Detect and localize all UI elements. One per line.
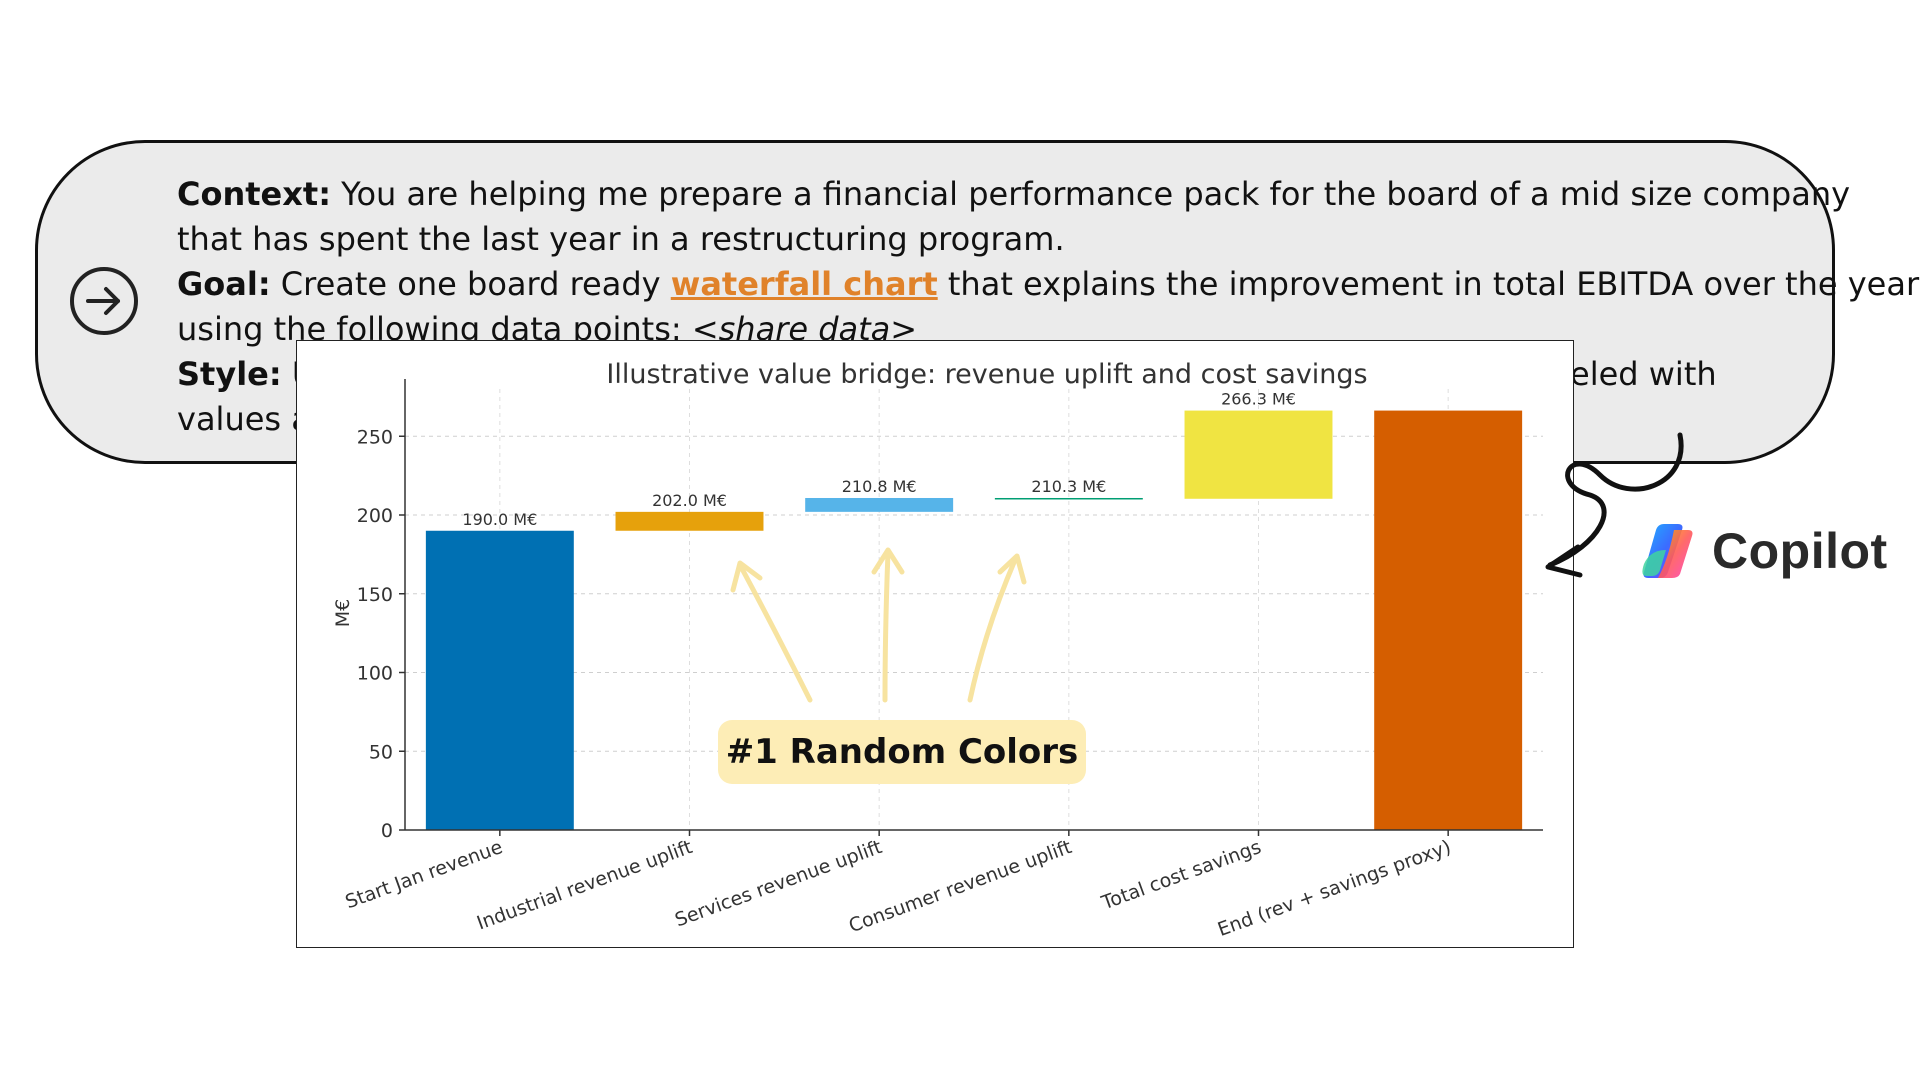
bar-value-label: 190.0 M€ [462, 510, 537, 529]
swirl-arrow-icon [1545, 432, 1684, 578]
y-tick-label: 200 [357, 505, 393, 527]
bar-3 [805, 497, 954, 512]
copilot-logo-icon [1642, 524, 1693, 578]
bar-2 [615, 511, 764, 531]
copilot-name: Copilot [1712, 523, 1888, 579]
submit-arrow-icon[interactable] [68, 265, 140, 337]
waterfall-chart: Illustrative value bridge: revenue uplif… [332, 359, 1543, 941]
chart-title: Illustrative value bridge: revenue uplif… [606, 359, 1367, 390]
context-line-2: that has spent the last year in a restru… [177, 220, 1065, 258]
y-tick-label: 250 [357, 426, 393, 448]
bar-6 [1374, 410, 1523, 830]
bar-value-label: 210.8 M€ [842, 477, 917, 496]
bar-value-label: 266.3 M€ [1221, 390, 1296, 409]
context-line-1: Context: You are helping me prepare a fi… [177, 172, 1850, 217]
goal-line-1: Goal: Create one board ready waterfall c… [177, 262, 1919, 307]
bar-value-label: 210.3 M€ [1031, 477, 1106, 496]
copilot-brand: Copilot [1638, 520, 1888, 582]
x-tick-label: Total cost savings [1098, 836, 1264, 914]
bar-value-label: 202.0 M€ [652, 491, 727, 510]
y-tick-label: 150 [357, 584, 393, 606]
goal-text-post: that explains the improvement in total E… [937, 265, 1920, 303]
y-tick-label: 50 [369, 741, 393, 763]
goal-text-pre: Create one board ready [270, 265, 671, 303]
goal-label: Goal: [177, 265, 271, 303]
random-colors-callout: #1 Random Colors [718, 720, 1086, 784]
values-line: values a [177, 400, 311, 438]
y-tick-label: 0 [381, 820, 393, 842]
style-label: Style: [177, 355, 282, 393]
context-text-1: You are helping me prepare a financial p… [330, 175, 1851, 213]
bar-4 [994, 497, 1143, 500]
chart-frame: Illustrative value bridge: revenue uplif… [296, 340, 1574, 948]
style-text-right: eled with [1570, 355, 1717, 393]
prompt-text: Context: You are helping me prepare a fi… [177, 172, 1919, 442]
x-tick-label: Industrial revenue uplift [474, 836, 695, 934]
y-axis-label: M€ [332, 599, 354, 627]
bar-5 [1184, 410, 1333, 499]
bar-1 [425, 530, 574, 830]
context-label: Context: [177, 175, 331, 213]
y-tick-label: 100 [357, 663, 393, 685]
x-tick-label: Start Jan revenue [342, 836, 505, 913]
waterfall-chart-link[interactable]: waterfall chart [670, 265, 938, 303]
